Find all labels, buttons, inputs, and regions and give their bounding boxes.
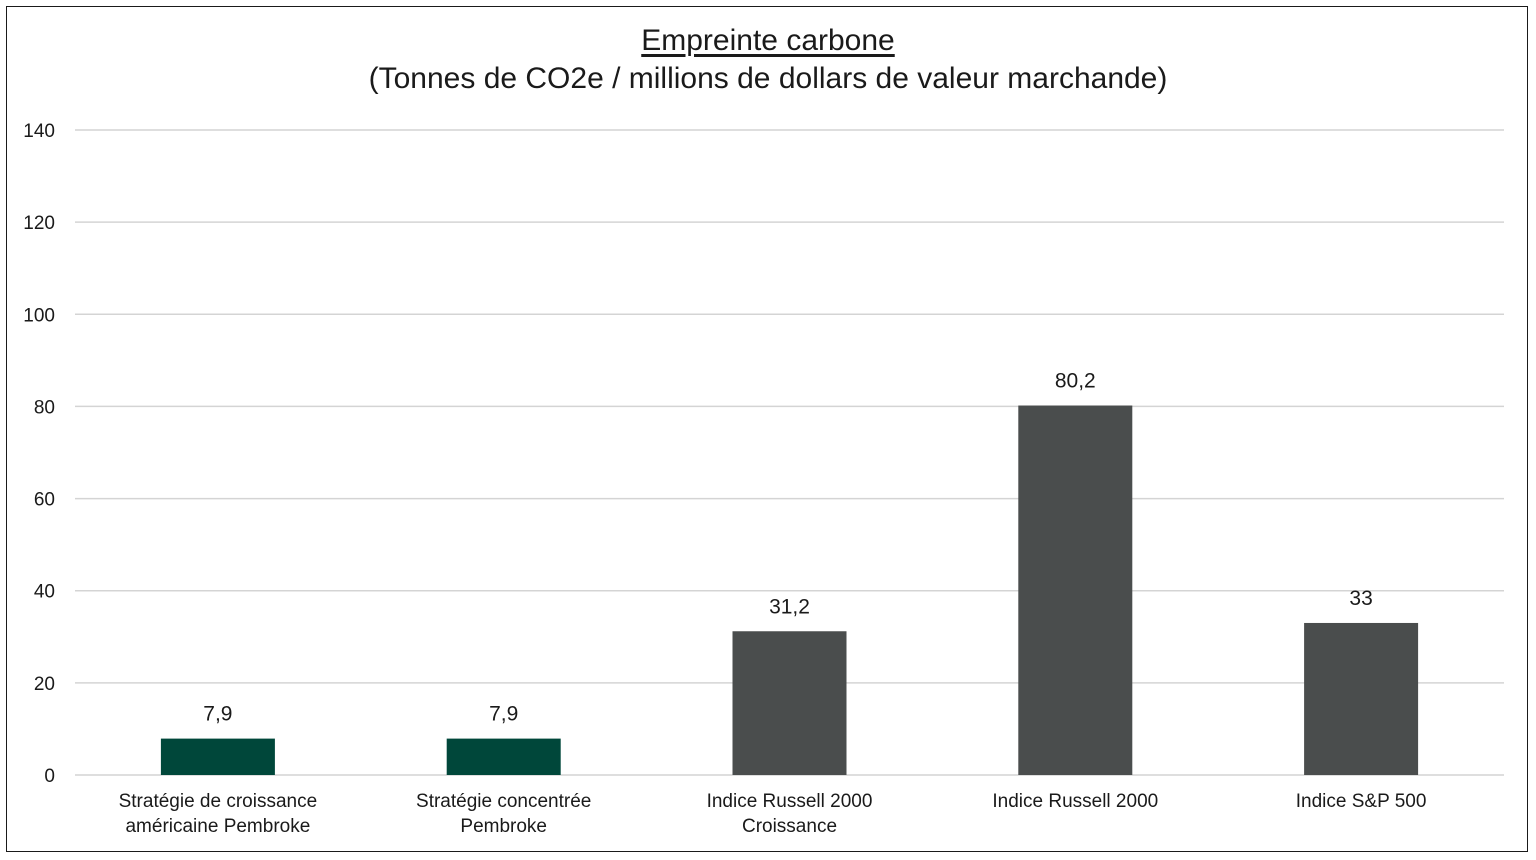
category-label: Pembroke bbox=[460, 816, 547, 837]
data-label: 7,9 bbox=[489, 703, 518, 726]
y-tick-label: 100 bbox=[23, 305, 55, 326]
chart-subtitle: (Tonnes de CO2e / millions de dollars de… bbox=[368, 62, 1168, 95]
category-label: Stratégie concentrée bbox=[416, 791, 591, 812]
y-tick-label: 120 bbox=[23, 213, 55, 234]
category-label: Indice S&P 500 bbox=[1296, 791, 1427, 812]
bar bbox=[732, 631, 847, 775]
category-label: américaine Pembroke bbox=[125, 816, 310, 837]
bar bbox=[446, 738, 561, 775]
category-label: Indice Russell 2000 bbox=[992, 791, 1158, 812]
chart-frame bbox=[6, 6, 1528, 852]
chart-title: Empreinte carbone bbox=[641, 24, 895, 57]
y-tick-label: 40 bbox=[34, 582, 55, 603]
bar bbox=[160, 738, 275, 775]
data-labels: 7,9 7,9 31,2 80,2 33 bbox=[203, 370, 1372, 726]
category-labels: Stratégie de croissance américaine Pembro… bbox=[119, 791, 1427, 837]
data-label: 31,2 bbox=[769, 595, 810, 618]
bars bbox=[160, 405, 1419, 775]
y-tick-label: 140 bbox=[23, 121, 55, 142]
y-axis-ticks: 0 20 40 60 80 100 120 140 bbox=[23, 121, 55, 787]
y-tick-label: 80 bbox=[34, 397, 55, 418]
data-label: 33 bbox=[1349, 587, 1372, 610]
bar bbox=[1018, 405, 1133, 775]
y-tick-label: 0 bbox=[44, 766, 55, 787]
bar bbox=[1304, 622, 1419, 775]
y-tick-label: 60 bbox=[34, 490, 55, 511]
data-label: 80,2 bbox=[1055, 370, 1096, 393]
category-label: Stratégie de croissance bbox=[119, 791, 318, 812]
chart-title-block: Empreinte carbone (Tonnes de CO2e / mill… bbox=[0, 22, 1536, 98]
category-label: Croissance bbox=[742, 816, 837, 837]
data-label: 7,9 bbox=[203, 703, 232, 726]
y-tick-label: 20 bbox=[34, 674, 55, 695]
category-label: Indice Russell 2000 bbox=[707, 791, 873, 812]
gridlines bbox=[75, 129, 1504, 776]
